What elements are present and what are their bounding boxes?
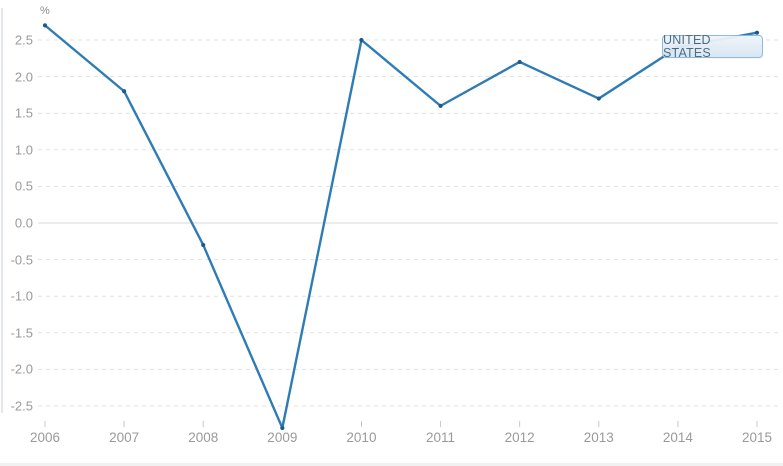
y-axis-label: 0.0: [14, 215, 33, 231]
x-axis-label: 2012: [504, 430, 535, 445]
data-point-marker[interactable]: [596, 96, 601, 101]
series-badge-label: UNITED STATES: [663, 33, 711, 60]
data-point-marker[interactable]: [122, 89, 127, 94]
y-axis-label: -1.5: [10, 325, 33, 341]
bottom-edge-border: [0, 463, 783, 466]
y-axis-label: -2.5: [10, 398, 33, 414]
y-axis-label: -1.0: [10, 288, 33, 304]
x-axis-label: 2011: [426, 430, 456, 445]
data-point-marker[interactable]: [280, 425, 285, 431]
left-edge-border: [1, 8, 3, 413]
y-axis-label: -0.5: [10, 252, 33, 268]
data-point-marker[interactable]: [359, 37, 364, 43]
y-axis-label: 1.0: [14, 142, 33, 158]
series-badge[interactable]: UNITED STATES: [662, 33, 763, 60]
x-axis-label: 2006: [29, 430, 61, 445]
data-point-marker[interactable]: [201, 242, 206, 248]
y-axis-label: 2.0: [14, 69, 33, 85]
x-axis-label: 2015: [741, 430, 773, 445]
data-point-marker[interactable]: [517, 59, 522, 65]
y-axis-label: 2.5: [14, 32, 33, 48]
x-axis-label: 2013: [583, 430, 614, 445]
x-axis-label: 2008: [188, 430, 219, 445]
x-axis-label: 2007: [109, 430, 140, 445]
data-point-marker[interactable]: [754, 30, 760, 35]
data-point-marker[interactable]: [438, 103, 443, 108]
x-axis-label: 2009: [267, 430, 298, 445]
y-axis-label: -2.0: [10, 361, 33, 377]
x-axis-label: 2010: [346, 430, 377, 445]
y-axis-label: 1.5: [14, 105, 33, 121]
y-axis-label: 0.5: [14, 178, 33, 194]
x-axis-label: 2014: [662, 430, 693, 445]
data-point-marker[interactable]: [42, 23, 48, 28]
y-axis-unit-label: %: [40, 5, 50, 17]
